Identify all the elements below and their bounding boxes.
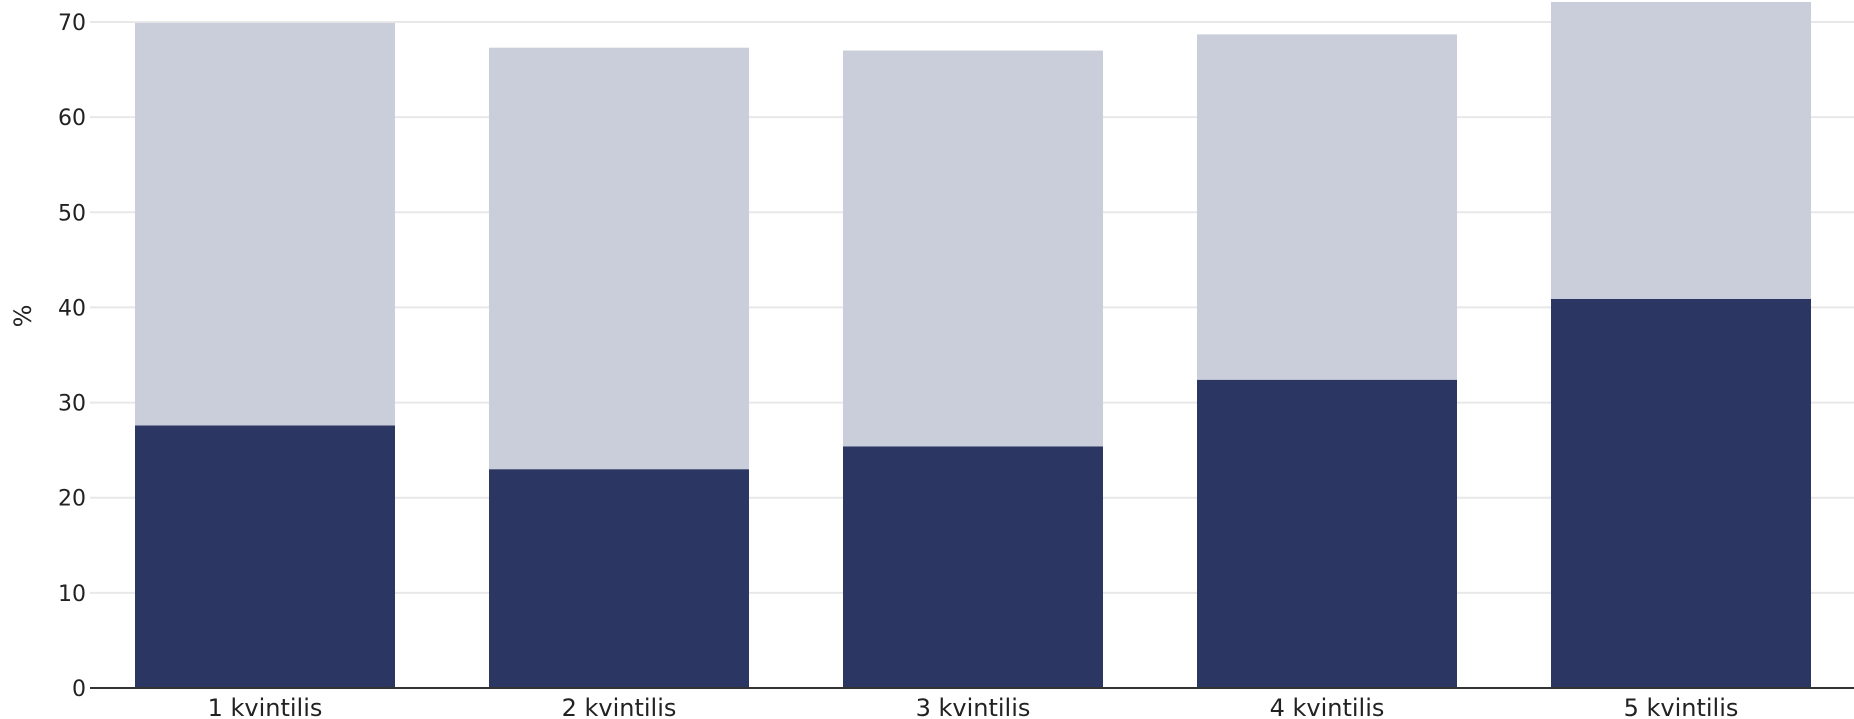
bar-segment-upper: [843, 50, 1103, 447]
bar-segment-upper: [489, 47, 749, 470]
y-tick-label: 10: [58, 582, 86, 607]
bar-segment-lower: [489, 469, 749, 688]
y-axis-title: %: [9, 305, 37, 328]
y-tick-label: 40: [58, 296, 86, 321]
x-axis-categories: 1 kvintilis 2 kvintilis 3 kvintilis 4 kvint…: [208, 694, 1739, 719]
y-tick-label: 70: [58, 11, 86, 36]
bar-segment-lower: [1197, 379, 1457, 688]
bars: [135, 2, 1811, 688]
x-category-label: 4 kvintilis: [1270, 694, 1385, 719]
x-category-label: 1 kvintilis: [208, 694, 323, 719]
x-category-label: 3 kvintilis: [916, 694, 1031, 719]
y-tick-label: 0: [72, 677, 86, 702]
bar-segment-lower: [1551, 298, 1811, 688]
y-tick-label: 60: [58, 106, 86, 131]
y-tick-label: 30: [58, 392, 86, 417]
y-tick-label: 50: [58, 201, 86, 226]
bar-segment-lower: [135, 425, 395, 688]
bar-segment-lower: [843, 446, 1103, 688]
x-category-label: 5 kvintilis: [1624, 694, 1739, 719]
y-axis-ticks: 0 10 20 30 40 50 60 70: [58, 11, 86, 702]
bar-segment-upper: [135, 22, 395, 426]
x-category-label: 2 kvintilis: [562, 694, 677, 719]
bar-segment-upper: [1551, 2, 1811, 299]
bar-segment-upper: [1197, 34, 1457, 380]
y-tick-label: 20: [58, 487, 86, 512]
